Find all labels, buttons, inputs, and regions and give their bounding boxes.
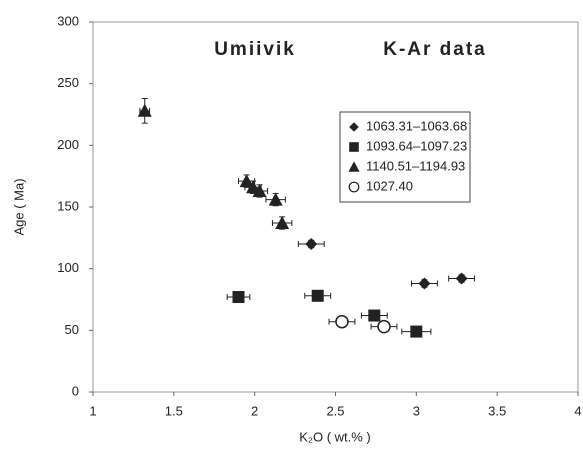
chart-subtitle: K-Ar data [383,39,487,60]
x-tick-label: 3.5 [488,403,506,418]
y-tick-label: 150 [57,198,79,213]
y-tick-label: 50 [65,322,79,337]
y-tick-label: 250 [57,75,79,90]
y-tick-label: 300 [57,13,79,28]
legend-marker [349,142,359,152]
y-axis-label: Age ( Ma) [11,178,26,235]
point [305,238,318,250]
point [275,216,290,230]
x-axis-label: K₂O ( wt.% ) [299,429,371,444]
legend-label: 1140.51–1194.93 [366,158,465,173]
x-tick-label: 1 [89,403,96,418]
point [239,174,254,188]
legend-marker [348,181,360,193]
point [410,325,423,338]
legend-box [339,111,471,203]
x-tick-label: 2 [251,403,258,418]
point [311,289,324,302]
legend-label: 1093.64–1097.23 [366,138,467,153]
legend-label: 1027.40 [366,178,413,193]
point [232,291,245,304]
y-tick-label: 200 [57,137,79,152]
point [252,183,267,197]
point [418,277,431,290]
point [377,319,391,334]
legend-label: 1063.31–1063.68 [366,118,467,133]
point [368,309,381,322]
point [335,314,349,329]
point [268,192,283,206]
y-tick-label: 100 [57,260,79,275]
y-tick-label: 0 [72,383,79,398]
point [137,103,152,117]
chart-title: Umiivik [214,39,296,60]
x-tick-label: 3 [413,403,420,418]
x-tick-label: 2.5 [326,403,344,418]
x-tick-label: 4 [574,403,581,418]
point [455,272,468,285]
x-tick-label: 1.5 [165,403,183,418]
legend-marker [348,161,360,172]
